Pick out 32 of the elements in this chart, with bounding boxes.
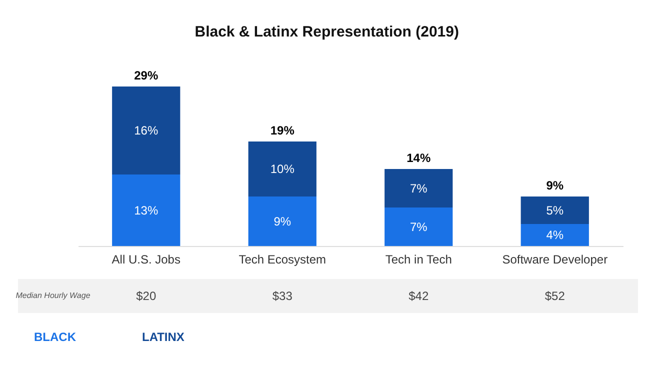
bar (248, 196, 316, 246)
x-tick-label: Tech in Tech (385, 252, 452, 266)
total-label: 9% (546, 178, 564, 192)
text: $52 (544, 289, 566, 303)
total-label: 14% (406, 151, 431, 165)
bar (248, 142, 316, 196)
bar (112, 174, 180, 246)
total-label: 19% (270, 124, 295, 138)
bar (520, 224, 589, 246)
x-tick-label: Software Developer (502, 252, 608, 266)
data-label: 5% (546, 203, 564, 218)
total-label: 29% (134, 68, 158, 82)
data-label: 7% (410, 220, 428, 234)
text: LATINX (142, 330, 184, 344)
text: BLACK (34, 330, 76, 344)
bar (384, 208, 453, 246)
bar (112, 86, 180, 174)
x-tick-label: Tech Ecosystem (238, 252, 326, 266)
text: Median Hourly Wage (16, 291, 91, 300)
data-label: 7% (410, 181, 428, 196)
text: $42 (408, 289, 429, 303)
bar (384, 169, 453, 208)
bar (520, 196, 589, 224)
data-label: 9% (274, 214, 292, 228)
data-label: 13% (134, 203, 158, 218)
chart-title: Black & Latinx Representation (2019) (194, 24, 459, 40)
text: $33 (272, 289, 293, 303)
text: $20 (136, 289, 156, 303)
data-label: 10% (270, 162, 295, 176)
data-label: 16% (134, 124, 158, 138)
data-label: 4% (546, 228, 564, 242)
x-tick-label: All U.S. Jobs (112, 252, 180, 266)
